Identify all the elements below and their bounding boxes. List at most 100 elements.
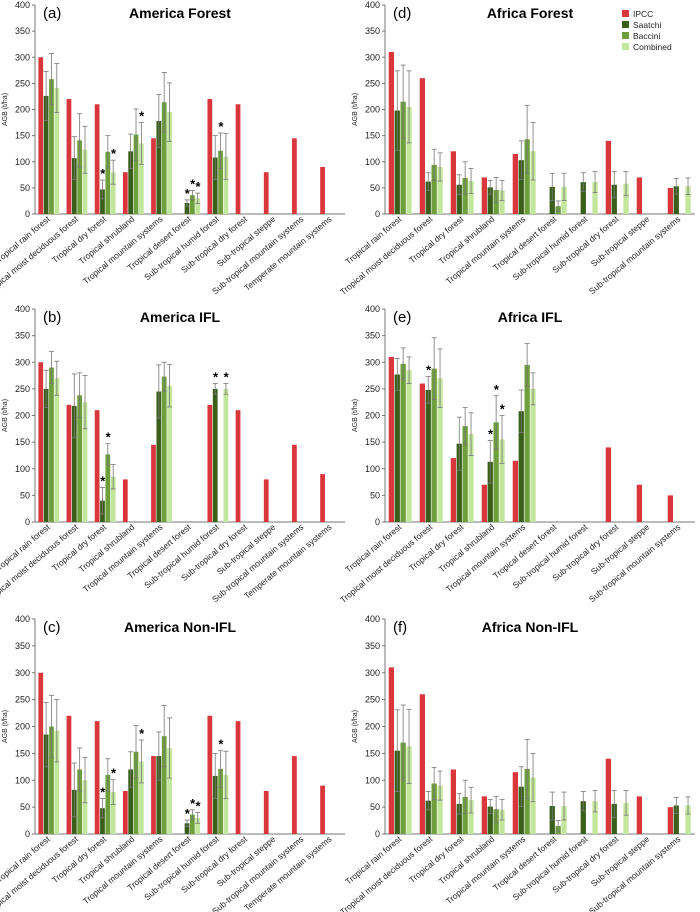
y-tick-label: 50 [370,490,380,500]
bar-ipcc [263,791,269,834]
bar-baccini [400,101,406,214]
bar-ipcc [605,758,612,834]
significance-marker: * [196,799,202,814]
y-tick-label: 350 [15,641,30,651]
bar-combined [499,439,505,522]
y-tick-label: 200 [15,722,30,732]
legend-label: Baccini [633,31,661,41]
significance-marker: * [111,146,117,161]
y-tick-label: 250 [15,384,30,394]
x-tick-label: Tropical dry forest [407,213,466,265]
bar-combined [82,149,88,214]
bar-combined [406,746,412,834]
bar-ipcc [419,694,426,834]
panel-title: Africa IFL [498,309,563,325]
y-tick-label: 0 [25,829,30,839]
bar-combined [530,777,536,834]
panel-label: (d) [393,5,411,22]
significance-marker: * [213,370,219,385]
bar-combined [167,385,172,522]
y-tick-label: 100 [365,464,380,474]
significance-marker: * [224,370,230,385]
y-tick-label: 50 [20,490,30,500]
bar-ipcc [66,404,72,522]
significance-marker: * [500,402,506,417]
y-axis-label: AGB (t/ha) [352,710,359,743]
bar-baccini [462,177,468,214]
y-tick-label: 0 [25,517,30,527]
bar-saatchi [394,110,400,214]
y-axis-label: AGB (t/ha) [352,93,359,126]
bar-ipcc [66,715,72,834]
bar-ipcc [235,104,241,214]
bar-saatchi [71,405,77,522]
legend-swatch [622,43,629,50]
bar-ipcc [667,495,674,522]
bar-baccini [133,751,139,834]
bar-saatchi [456,803,462,834]
bar-saatchi [394,750,400,834]
bar-saatchi [212,157,218,214]
bar-ipcc [320,474,325,522]
x-tick-label: Tropical dry forest [407,833,466,885]
y-tick-label: 300 [15,668,30,678]
significance-marker: * [196,179,202,194]
bar-saatchi [611,803,617,834]
panel-label: (e) [393,309,411,326]
bar-combined [195,198,201,214]
panel-title: Africa Non-IFL [482,619,579,635]
bar-combined [623,802,629,834]
y-tick-label: 150 [15,437,30,447]
bar-ipcc [207,404,213,522]
significance-marker: * [218,737,224,752]
bar-baccini [218,150,223,214]
bar-combined [592,182,598,214]
chart-panel-2: 0 50 100 150 200 250 300 350 400 AGB (t/ha) (b) Ame… [0,304,345,605]
y-tick-label: 250 [365,695,380,705]
bar-ipcc [512,460,519,522]
bar-baccini [49,726,54,834]
bar-saatchi [673,186,679,214]
bar-ipcc [419,383,426,522]
bar-baccini [49,79,54,214]
legend-swatch [622,32,629,39]
bar-ipcc [94,104,100,214]
bar-ipcc [235,410,241,522]
bar-baccini [524,364,530,522]
bar-combined [54,88,60,214]
bar-baccini [190,814,195,834]
y-tick-label: 50 [20,183,30,193]
bar-baccini [400,742,406,834]
bar-baccini [105,454,111,522]
bar-saatchi [71,158,77,214]
bar-combined [195,817,201,834]
y-tick-label: 250 [365,78,380,88]
bar-ipcc [122,479,128,522]
significance-marker: * [190,176,196,191]
bar-baccini [431,368,437,522]
bar-combined [54,730,60,834]
y-tick-label: 350 [365,331,380,341]
bar-ipcc [481,484,488,522]
y-tick-label: 350 [365,641,380,651]
bar-ipcc [292,444,297,522]
bar-combined [468,434,474,522]
bar-combined [223,156,229,214]
bar-saatchi [425,389,431,522]
significance-marker: * [190,796,196,811]
y-tick-label: 100 [15,775,30,785]
bar-ipcc [388,667,395,834]
bar-ipcc [636,484,643,522]
bar-baccini [400,363,406,522]
y-axis-label: AGB (t/ha) [2,93,9,126]
bar-baccini [161,102,167,214]
significance-marker: * [100,473,106,488]
legend-label: Saatchi [633,20,661,30]
bar-saatchi [184,203,190,214]
bar-saatchi [580,801,586,834]
bar-saatchi [425,181,431,214]
bar-baccini [77,769,83,834]
bar-saatchi [156,120,162,214]
